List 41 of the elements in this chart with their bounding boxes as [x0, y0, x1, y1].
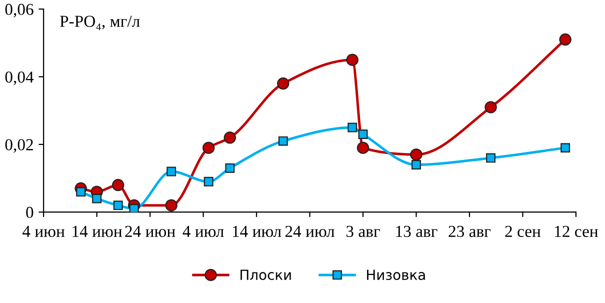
x-tick-label: 24 июн [125, 226, 176, 238]
y-tick-label: 0,06 [5, 4, 34, 18]
point [165, 199, 178, 212]
point [412, 160, 421, 170]
point [560, 143, 570, 153]
x-tick-label: 12 сен [555, 226, 598, 238]
x-tick-label: 14 июн [72, 226, 122, 238]
legend-label: Плоски [240, 270, 291, 280]
point [112, 178, 124, 192]
point [346, 54, 358, 66]
point [559, 33, 572, 46]
point [358, 130, 368, 139]
legend-label: Низовка [367, 270, 425, 280]
x-tick-label: 13 авг [396, 226, 438, 238]
y-tick-label: 0,04 [5, 71, 34, 86]
x-tick-label: 4 июл [182, 226, 224, 238]
point [129, 204, 139, 212]
x-tick-label: 23 авг [448, 226, 491, 238]
point [202, 142, 215, 154]
point [204, 176, 214, 186]
point [484, 101, 497, 114]
point [92, 194, 102, 204]
point [113, 200, 123, 210]
x-tick-label: 3 авг [346, 226, 380, 238]
point [277, 77, 290, 90]
point [348, 122, 358, 132]
x-tick-label: 14 июл [232, 226, 282, 238]
x-tick-label: 24 июл [285, 226, 334, 238]
point [278, 136, 288, 146]
y-tick-label: 0 [26, 206, 34, 218]
x-tick-label: 4 июн [22, 226, 65, 238]
point [356, 142, 370, 154]
point [166, 166, 176, 176]
point [410, 148, 422, 161]
point [225, 163, 235, 173]
point [76, 187, 86, 197]
point [224, 132, 236, 144]
y-tick-label: 0,02 [5, 139, 33, 153]
y-axis-title: P-PO₄, мг/л [60, 16, 140, 30]
x-tick-label: 2 сен [505, 226, 541, 238]
point [486, 153, 496, 163]
